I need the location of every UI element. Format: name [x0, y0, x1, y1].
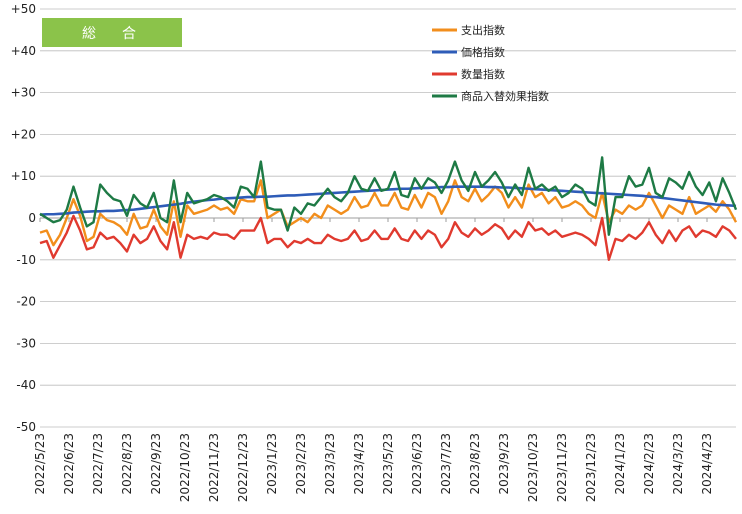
x-tick-label: 2022/12/23: [236, 433, 250, 502]
x-tick-label: 2023/2/23: [294, 433, 308, 495]
legend-label: 商品入替効果指数: [461, 89, 549, 103]
x-tick-label: 2023/3/23: [323, 433, 337, 495]
y-tick-label: -40: [16, 378, 36, 392]
y-tick-label: -10: [16, 253, 36, 267]
x-tick-label: 2023/10/23: [526, 433, 540, 502]
series-line: [39, 185, 737, 216]
y-tick-label: +30: [11, 86, 36, 100]
x-tick-label: 2023/11/23: [555, 433, 569, 502]
x-tick-label: 2022/9/23: [149, 433, 163, 495]
x-tick-label: 2023/7/23: [439, 433, 453, 495]
x-axis: 2022/5/23 2022/6/23 2022/7/23 2022/8/23 2022…: [33, 218, 714, 502]
x-tick-label: 2024/1/23: [613, 433, 627, 495]
y-axis: +50 +40 +30 +20 +10 0 -10 -20 -30 -40 -50: [11, 2, 36, 434]
x-tick-label: 2023/8/23: [468, 433, 482, 495]
legend-label: 価格指数: [461, 45, 505, 59]
x-tick-label: 2022/11/23: [207, 433, 221, 502]
x-tick-label: 2023/6/23: [410, 433, 424, 495]
y-tick-label: +20: [11, 127, 36, 141]
x-tick-label: 2023/1/23: [265, 433, 279, 495]
badge-background: [42, 18, 182, 47]
x-tick-label: 2022/5/23: [33, 433, 47, 495]
y-tick-label: -20: [16, 295, 36, 309]
y-tick-label: -30: [16, 336, 36, 350]
x-tick-label: 2023/5/23: [381, 433, 395, 495]
y-tick-label: -50: [16, 420, 36, 434]
x-tick-label: 2024/2/23: [642, 433, 656, 495]
y-tick-label: +10: [11, 169, 36, 183]
legend-label: 支出指数: [461, 23, 505, 37]
x-tick-label: 2023/9/23: [497, 433, 511, 495]
y-tick-label: 0: [28, 211, 36, 225]
x-tick-label: 2024/3/23: [671, 433, 685, 495]
series-line: [39, 179, 738, 247]
series-line: [39, 156, 738, 236]
series-line: [39, 214, 737, 261]
category-badge: 総 合: [42, 18, 182, 47]
y-tick-label: +50: [11, 2, 36, 16]
x-tick-label: 2022/6/23: [62, 433, 76, 495]
badge-label: 総 合: [82, 26, 142, 42]
x-tick-label: 2022/8/23: [120, 433, 134, 495]
x-tick-label: 2023/12/23: [584, 433, 598, 502]
x-tick-label: 2023/4/23: [352, 433, 366, 495]
y-tick-label: +40: [11, 44, 36, 58]
x-tick-label: 2022/10/23: [178, 433, 192, 502]
series-lines: [39, 156, 738, 261]
x-tick-label: 2022/7/23: [91, 433, 105, 495]
x-tick-label: 2024/4/23: [700, 433, 714, 495]
legend-label: 数量指数: [461, 67, 505, 81]
